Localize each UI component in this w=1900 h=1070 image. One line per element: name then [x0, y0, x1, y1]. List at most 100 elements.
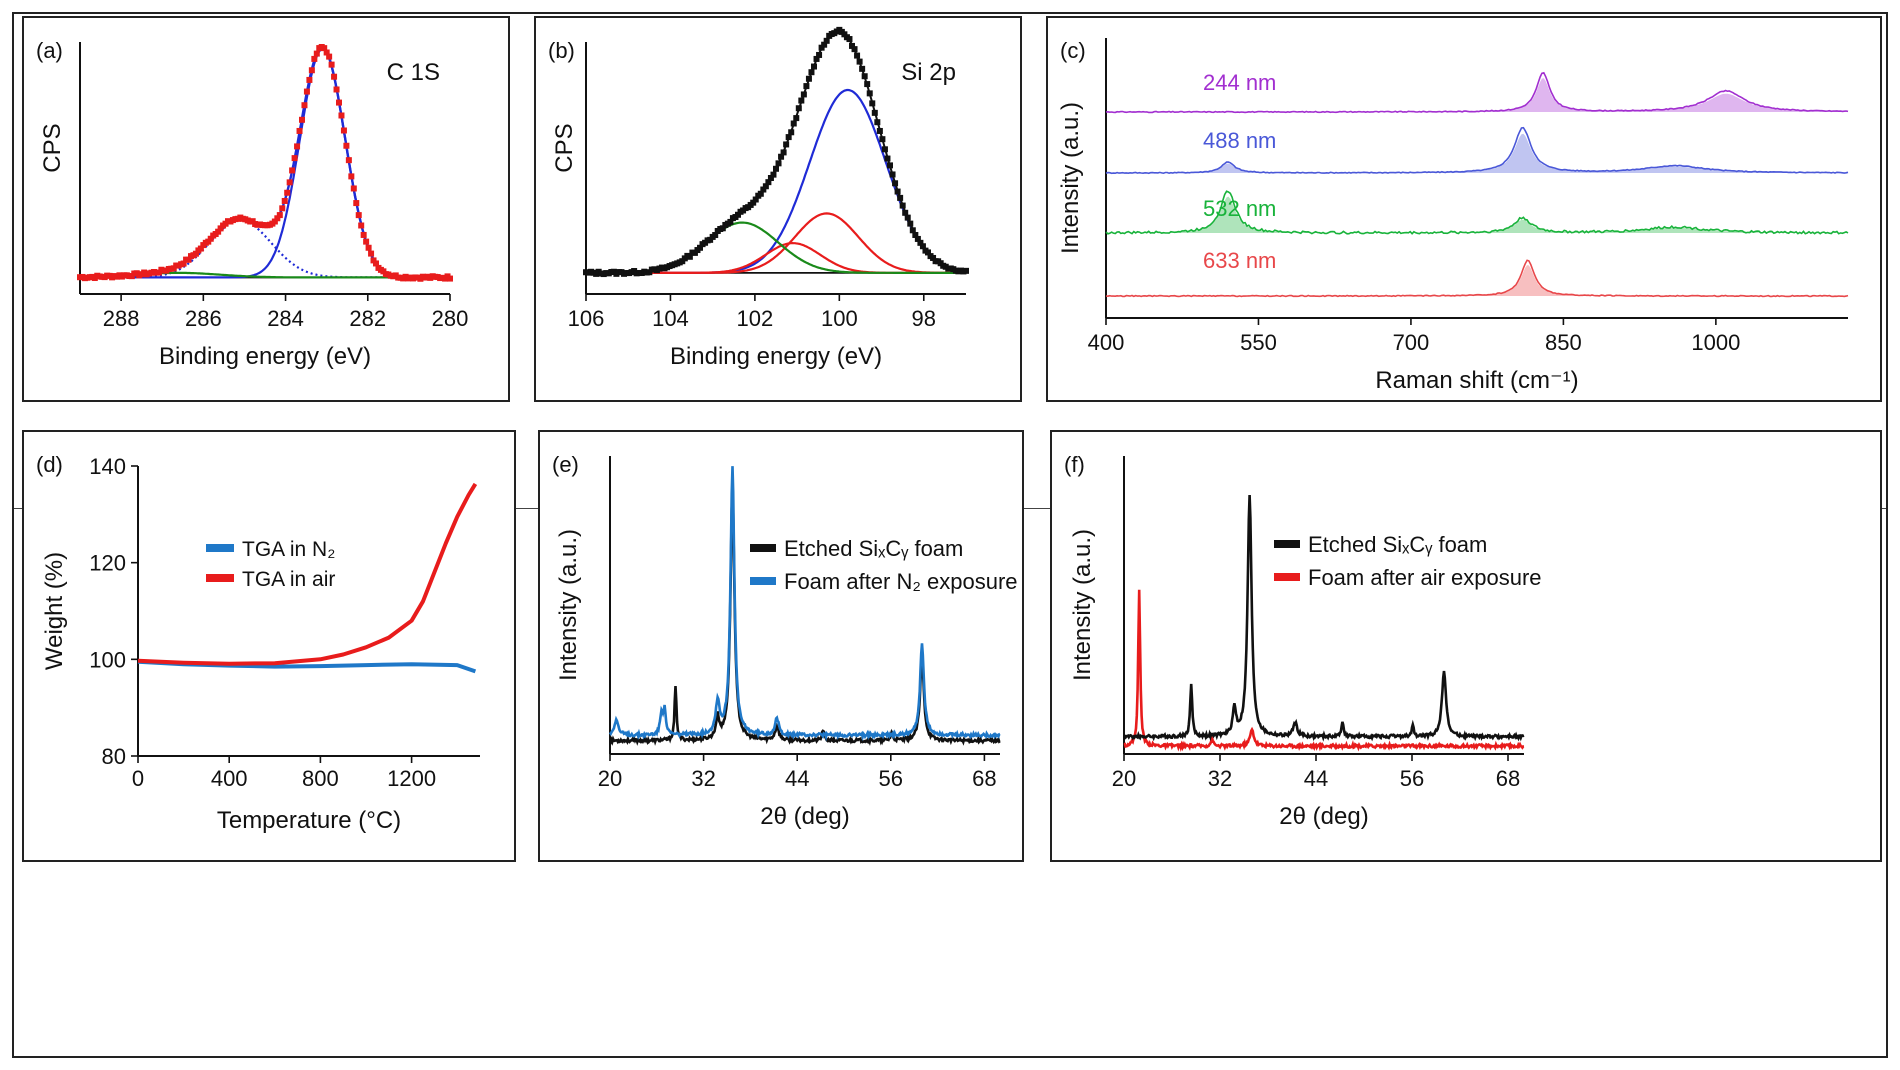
- data-point: [861, 73, 868, 80]
- x-tick-label: 800: [302, 766, 339, 791]
- x-axis-title: 2θ (deg): [760, 803, 849, 830]
- x-tick-label: 288: [103, 306, 140, 331]
- y-axis-title: CPS: [39, 123, 66, 172]
- x-tick-label: 282: [349, 306, 386, 331]
- x-tick-label: 284: [267, 306, 304, 331]
- data-point: [323, 49, 330, 56]
- x-tick-label: 104: [652, 306, 689, 331]
- data-point: [353, 200, 360, 207]
- data-point: [864, 81, 871, 88]
- series-line-532nm: [1105, 190, 1849, 235]
- legend-label: 633 nm: [1203, 248, 1276, 273]
- series-line-0: [1123, 494, 1525, 742]
- data-point: [281, 197, 288, 204]
- data-point: [291, 155, 298, 162]
- legend-label: 244 nm: [1203, 70, 1276, 95]
- figure-frame: [12, 12, 1888, 1058]
- x-tick-label: 68: [1496, 766, 1520, 791]
- data-point: [811, 63, 817, 70]
- x-tick-label: 1200: [387, 766, 436, 791]
- data-point: [912, 231, 919, 238]
- x-tick-label: 32: [691, 766, 715, 791]
- panel-label: (b): [548, 38, 575, 63]
- data-point: [306, 76, 313, 83]
- chart-e: 20 32 44 56 68 2θ (deg) Intensity (a.u.) (e) Etc…: [552, 452, 1018, 830]
- legend-label: 532 nm: [1203, 196, 1276, 221]
- data-point: [902, 209, 909, 216]
- data-point: [783, 141, 790, 148]
- data-point: [271, 218, 278, 225]
- data-point: [370, 257, 377, 264]
- y-axis-title: Intensity (a.u.): [1069, 529, 1096, 681]
- data-point: [286, 179, 293, 186]
- data-point: [308, 67, 315, 74]
- data-point: [321, 45, 328, 52]
- data-point: [800, 91, 807, 98]
- data-point: [963, 267, 969, 274]
- y-tick-label: 80: [102, 744, 126, 769]
- x-tick-label: 700: [1393, 330, 1430, 355]
- data-point: [274, 215, 281, 222]
- data-point: [333, 86, 340, 93]
- data-point: [180, 260, 187, 267]
- x-tick-label: 100: [821, 306, 858, 331]
- x-tick-label: 44: [785, 766, 809, 791]
- data-point: [348, 173, 355, 180]
- legend-label: Etched SiₓCᵧ foam: [1308, 532, 1487, 557]
- y-axis-title: Intensity (a.u.): [1057, 102, 1084, 254]
- x-axis-title: Temperature (°C): [217, 807, 401, 834]
- legend-label: Etched SiₓCᵧ foam: [784, 536, 963, 561]
- fit-peak-Si-Ox: [586, 241, 966, 274]
- data-point: [884, 155, 891, 162]
- data-point: [793, 115, 800, 122]
- data-point: [909, 227, 916, 234]
- data-point: [336, 99, 342, 106]
- data-point: [904, 214, 911, 221]
- x-tick-label: 280: [432, 306, 469, 331]
- data-point: [447, 275, 453, 282]
- x-axis-title: 2θ (deg): [1279, 803, 1368, 830]
- data-point: [294, 143, 301, 150]
- series-line-1: [608, 466, 1001, 742]
- data-point: [881, 146, 888, 153]
- data-point: [773, 165, 779, 172]
- data-point: [207, 235, 214, 242]
- data-point: [879, 136, 886, 143]
- x-tick-label: 850: [1545, 330, 1582, 355]
- y-axis-title: CPS: [551, 123, 578, 172]
- data-point: [284, 189, 291, 196]
- data-point: [712, 232, 719, 239]
- x-tick-label: 20: [598, 766, 622, 791]
- chart-title: C 1S: [387, 59, 440, 86]
- data-point: [276, 212, 283, 219]
- data-point: [856, 58, 863, 65]
- panel-label: (f): [1064, 452, 1085, 477]
- data-point: [808, 69, 815, 76]
- data-point: [925, 249, 931, 256]
- data-point: [846, 36, 853, 43]
- chart-a: 288 286 284 282 280 Binding energy (eV) CPS (a)…: [36, 38, 469, 370]
- data-point: [358, 222, 365, 229]
- data-point: [914, 235, 921, 242]
- data-point: [373, 260, 379, 267]
- data-point: [894, 188, 901, 195]
- x-axis-title: Binding energy (eV): [670, 343, 882, 370]
- legend-label: Foam after N₂ exposure: [784, 569, 1018, 594]
- fit-peak-Si-C: [586, 88, 967, 274]
- data-point: [360, 231, 367, 238]
- x-tick-label: 56: [1400, 766, 1424, 791]
- x-tick-label: 400: [1088, 330, 1125, 355]
- data-point: [311, 55, 318, 62]
- data-point: [350, 185, 357, 192]
- x-tick-label: 1000: [1691, 330, 1740, 355]
- data-point: [289, 167, 296, 174]
- x-tick-label: 102: [737, 306, 774, 331]
- x-tick-label: 400: [211, 766, 248, 791]
- data-point: [767, 175, 774, 182]
- data-point: [727, 218, 734, 225]
- data-point: [785, 134, 792, 141]
- data-point: [762, 183, 769, 190]
- data-point: [355, 212, 362, 219]
- data-point: [331, 73, 338, 80]
- chart-d: 0 400 800 1200 80 100 120 140 Temperature (°C) We…: [36, 452, 480, 834]
